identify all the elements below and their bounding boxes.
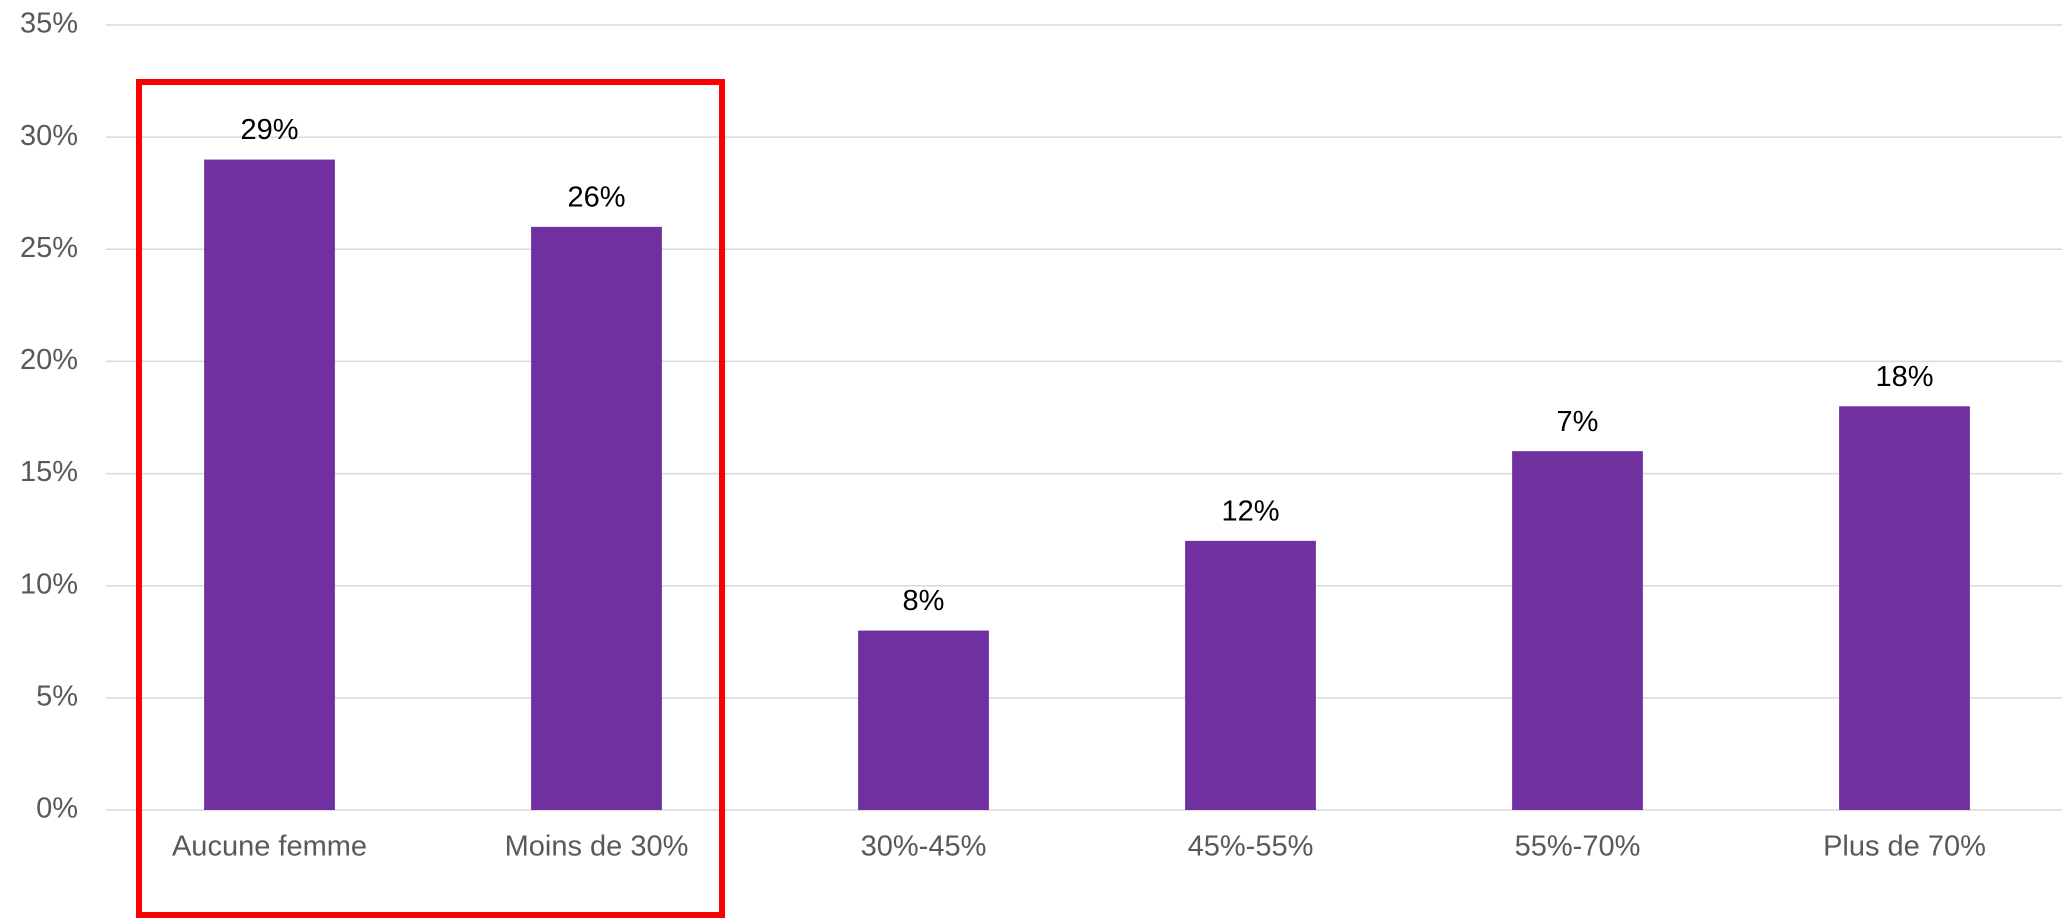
bar [1512,451,1643,810]
y-tick-label: 15% [20,456,78,488]
highlight-box [136,79,725,918]
bar-label: 29% [240,114,298,146]
x-tick-label: Moins de 30% [505,831,689,863]
x-tick-label: 30%-45% [861,831,987,863]
y-tick-label: 0% [36,793,78,825]
y-tick-label: 20% [20,344,78,376]
bar [1839,406,1970,810]
y-tick-label: 5% [36,681,78,713]
bar-label: 8% [903,585,945,617]
bar [1185,540,1316,810]
bar-label: 7% [1557,406,1599,438]
x-tick-label: Plus de 70% [1823,831,1986,863]
y-tick-label: 30% [20,120,78,152]
bar-label: 18% [1875,361,1933,393]
x-tick-label: Aucune femme [172,831,367,863]
x-tick-label: 45%-55% [1188,831,1314,863]
bar [531,226,662,810]
bar [858,630,989,810]
y-tick-label: 35% [20,8,78,40]
bar-label: 26% [567,182,625,214]
bar-label: 12% [1221,496,1279,528]
bar [204,159,335,811]
x-tick-label: 55%-70% [1515,831,1641,863]
y-tick-label: 10% [20,568,78,600]
y-tick-label: 25% [20,232,78,264]
